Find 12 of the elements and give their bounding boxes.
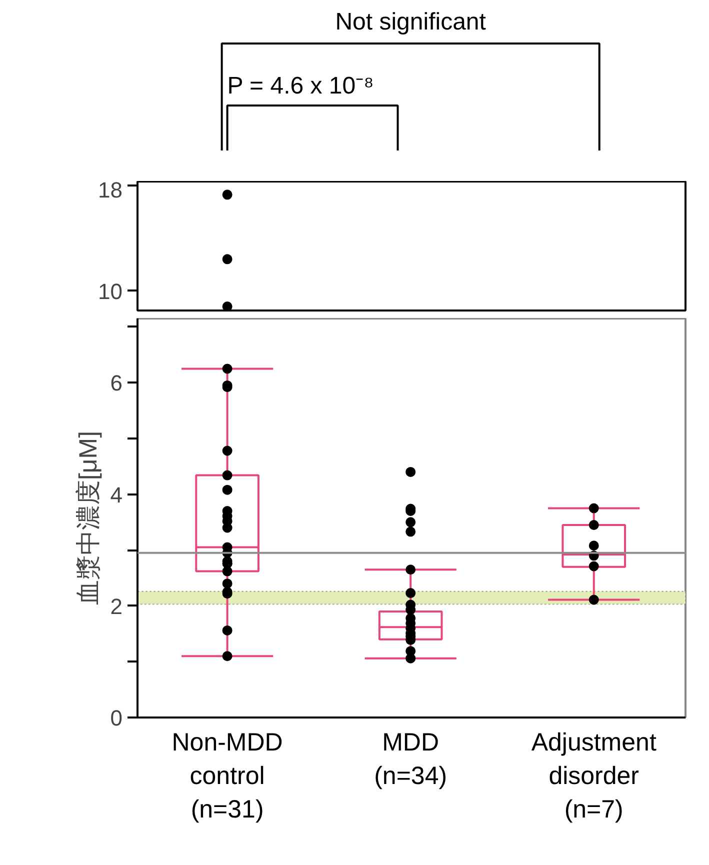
text: Not significant <box>335 8 486 36</box>
y-tick-label: 4 <box>110 482 123 508</box>
x-tick-label: Non-MDD control (n=31) <box>172 728 283 824</box>
x-tick-label: MDD (n=34) <box>374 728 448 790</box>
text: P = 4.6 x 10⁻⁸ <box>227 72 374 100</box>
y-tick-label: 2 <box>110 594 123 619</box>
y-axis-title: 血漿中濃度[μM] <box>74 430 102 606</box>
y-tick-label: 6 <box>110 370 123 396</box>
x-tick-label: Adjustment disorder (n=7) <box>531 728 656 824</box>
y-tick-label: 0 <box>110 706 123 730</box>
y-tick-label: 18 <box>98 178 123 202</box>
y-tick-label: 10 <box>98 278 123 304</box>
